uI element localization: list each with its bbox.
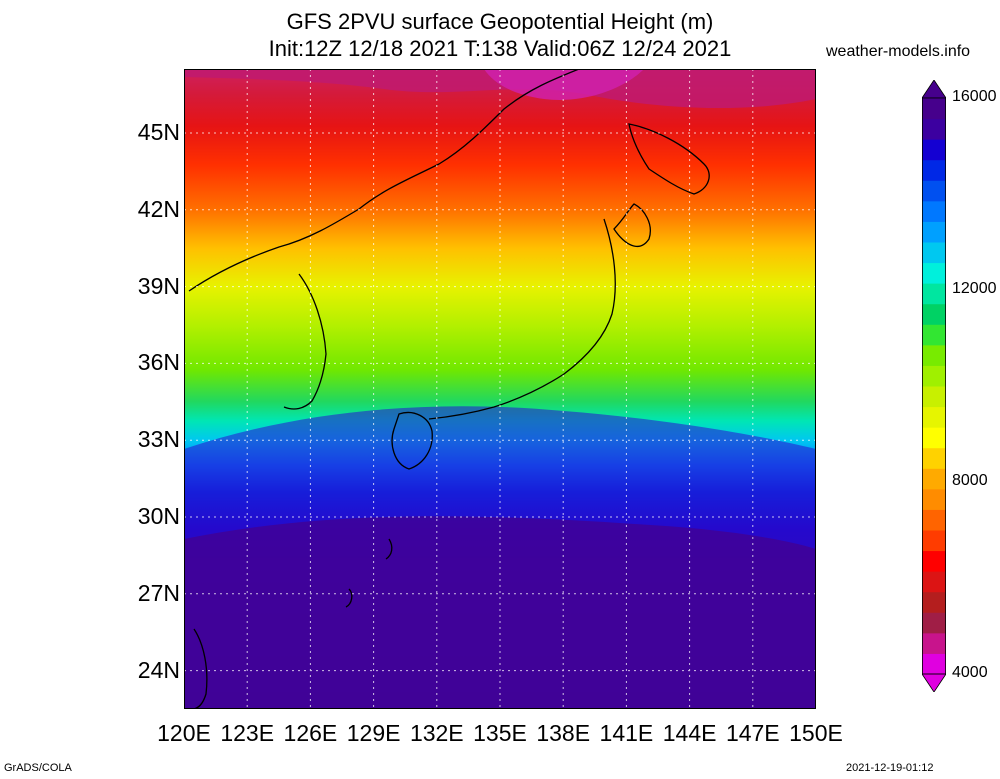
lat-tick-label: 36N [137,349,180,376]
lat-tick-label: 39N [137,272,180,299]
colorbar-segment [922,612,946,634]
colorbar-segment [922,159,946,181]
lon-tick-label: 150E [789,720,843,746]
lat-tick-label: 45N [137,119,180,145]
lat-tick-label: 33N [137,426,180,453]
colorbar-segment [922,118,946,140]
colorbar-segment [922,98,946,120]
colorbar-segment [922,139,946,161]
colorbar-min-arrow [922,673,946,692]
map-subtitle: Init:12Z 12/18 2021 T:138 Valid:06Z 12/2… [268,36,732,61]
generation-timestamp: 2021-12-19-01:12 [846,762,934,774]
lat-tick-label: 30N [137,503,180,529]
colorbar-max-arrow [922,80,946,99]
colorbar-segment [922,242,946,264]
colorbar-tick-label: 8000 [952,472,988,489]
colorbar-segment [922,221,946,243]
colorbar-segment [922,550,946,572]
colorbar-frame [922,97,946,675]
colorbar-segment [922,386,946,408]
colorbar-segment [922,427,946,449]
lat-tick-label: 42N [137,195,180,222]
colorbar-segment [922,262,946,284]
colorbar-tick-label: 4000 [952,664,988,681]
colorbar-tick-label: 12000 [952,280,997,297]
colorbar-segment [922,303,946,325]
colorbar-segment [922,571,946,593]
coastlines [188,69,710,709]
lat-tick-label: 24N [137,656,180,683]
colorbar-segment [922,591,946,613]
colorbar-segment [922,365,946,387]
plot-frame [184,69,816,709]
lon-tick-label: 141E [599,720,654,746]
colorbar-segment [922,488,946,510]
upper-trough-core [484,69,644,100]
colorbar-segment [922,200,946,222]
deep-purple-zone [184,516,816,709]
lon-tick-label: 144E [662,720,717,746]
colorbar-segment [922,468,946,490]
colorbar-segment [922,632,946,654]
colorbar [922,80,946,692]
map-plot-area [184,69,816,709]
colorbar-tick-label: 16000 [952,88,997,105]
colorbar-segment [922,324,946,346]
graticule [184,69,816,709]
map-title: GFS 2PVU surface Geopotential Height (m) [286,9,714,34]
lon-tick-label: 132E [409,720,464,746]
colorbar-segment [922,344,946,366]
lon-tick-label: 129E [346,720,401,746]
lon-tick-label: 147E [725,720,780,746]
colorbar-segment [922,283,946,305]
colorbar-segment [922,447,946,469]
software-credit: GrADS/COLA [4,762,72,774]
colorbar-segment [922,509,946,531]
lon-tick-label: 135E [473,720,527,746]
colorbar-segment [922,180,946,202]
source-credit: weather-models.info [826,43,971,60]
lon-tick-label: 120E [157,720,211,746]
colorbar-segment [922,406,946,428]
colorbar-segment [922,530,946,552]
lon-tick-label: 138E [536,720,591,746]
colorbar-segment [922,653,946,675]
lon-tick-label: 123E [220,720,275,746]
lat-tick-label: 27N [137,579,180,606]
lon-tick-label: 126E [283,720,338,746]
